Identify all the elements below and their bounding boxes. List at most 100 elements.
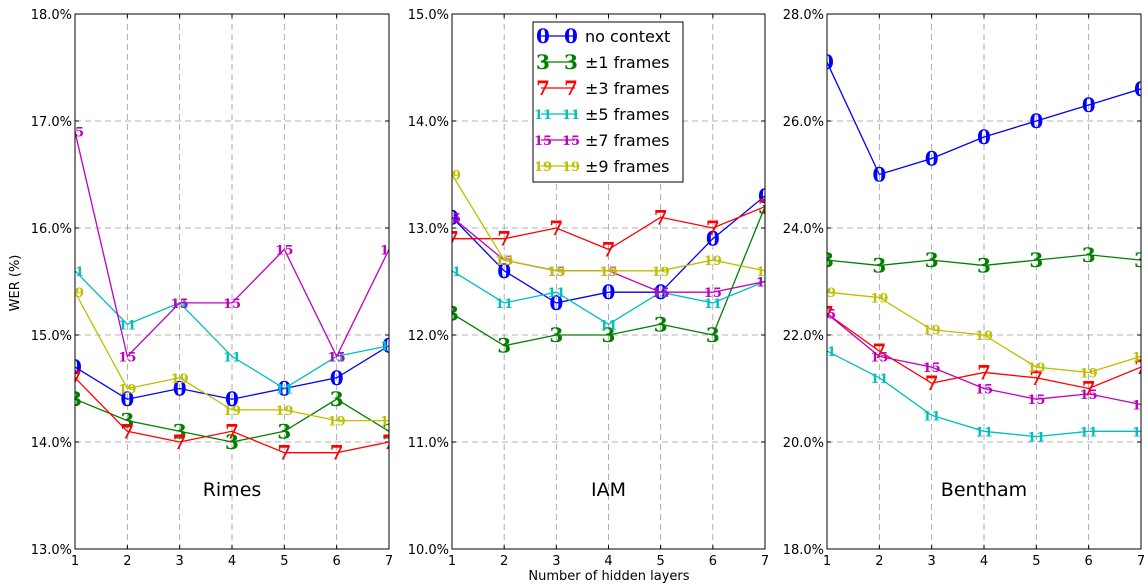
x-tick-label: 2 [123,554,131,569]
legend-label: ±9 frames [585,157,669,176]
data-point-marker: 7 [1134,355,1148,379]
data-point-marker: 19 [118,383,136,398]
panel-title: Rimes [203,479,262,501]
legend-marker: 0 [564,24,578,48]
legend-label: ±5 frames [585,105,669,124]
data-point-marker: 19 [66,286,84,301]
series-line-0 [75,345,389,400]
y-tick-label: 10.0% [408,543,449,558]
x-tick-label: 6 [709,554,717,569]
y-tick-label: 15.0% [408,8,449,23]
data-point-marker: 0 [872,163,886,187]
axes-frame [451,13,766,550]
data-point-marker: 0 [602,280,616,304]
y-axis-label: WER (%) [8,255,23,312]
data-point-marker: 15 [975,383,993,398]
data-point-marker: 11 [1027,431,1045,446]
data-point-marker: 3 [277,419,291,443]
series-line-3 [452,206,765,347]
data-point-marker: 15 [495,254,513,269]
data-point-marker: 11 [704,297,722,312]
data-point-marker: 0 [68,355,82,379]
data-point-marker: 15 [652,286,670,301]
data-point-marker: 3 [1134,248,1148,272]
legend: 0 0 no context 3 3 ±1 frames 7 7 ±3 frames 11 11 ±5… [532,21,684,183]
data-point-marker: 15 [1027,393,1045,408]
data-point-marker: 0 [445,205,459,229]
y-tick-label: 26.0% [783,115,824,130]
data-point-marker: 3 [120,409,134,433]
data-point-marker: 19 [652,265,670,280]
data-point-marker: 19 [599,265,617,280]
data-point-marker: 7 [120,419,134,443]
data-point-marker: 11 [495,297,513,312]
data-point-marker: 0 [330,366,344,390]
x-tick-label: 3 [176,554,184,569]
data-point-marker: 7 [654,205,668,229]
legend-marker: 19 [534,160,552,175]
legend-marker: 7 [564,76,578,100]
x-tick-label: 6 [333,554,341,569]
data-point-marker: 19 [275,404,293,419]
x-tick-label: 1 [823,554,831,569]
data-point-marker: 0 [382,334,396,358]
series-line-0 [452,195,765,304]
data-point-marker: 11 [599,318,617,333]
data-point-marker: 15 [118,350,136,365]
x-tick-label: 5 [1032,554,1040,569]
data-point-marker: 15 [1132,399,1148,414]
series-line-15 [75,131,389,358]
data-point-marker: 19 [704,254,722,269]
data-point-marker: 11 [1132,425,1148,440]
y-tick-label: 18.0% [783,543,824,558]
data-point-marker: 0 [820,50,834,74]
series-line-7 [452,205,765,251]
data-point-marker: 7 [1029,366,1043,390]
series-line-11 [827,350,1141,438]
data-point-marker: 0 [549,291,563,315]
legend-marker: 11 [562,108,580,123]
data-point-marker: 3 [977,253,991,277]
data-point-marker: 19 [975,329,993,344]
data-point-marker: 15 [599,265,617,280]
chart-panels: 13.0%14.0%15.0%16.0%17.0%18.0%1 2 3 4 5 6 700 0… [31,8,1148,569]
data-point-marker: 0 [758,184,772,208]
data-point-marker: 3 [382,419,396,443]
data-point-marker: 7 [382,430,396,454]
data-point-marker: 15 [704,286,722,301]
legend-marker: 15 [534,134,552,149]
y-tick-label: 12.0% [408,329,449,344]
data-point-marker: 19 [756,265,774,280]
data-point-marker: 15 [171,297,189,312]
data-point-marker: 0 [173,377,187,401]
x-tick-label: 2 [875,554,883,569]
data-point-marker: 7 [820,302,834,326]
data-point-marker: 19 [171,372,189,387]
legend-label: ±1 frames [585,53,669,72]
data-point-marker: 19 [547,265,565,280]
y-tick-label: 28.0% [783,8,824,23]
x-tick-label: 7 [761,554,769,569]
data-point-marker: 0 [977,125,991,149]
data-point-marker: 19 [328,415,346,430]
x-tick-label: 6 [1085,554,1093,569]
y-tick-label: 15.0% [31,329,72,344]
data-point-marker: 11 [547,286,565,301]
data-point-marker: 15 [1080,388,1098,403]
y-tick-label: 16.0% [31,222,72,237]
legend-marker: 7 [536,76,550,100]
data-point-marker: 3 [706,323,720,347]
data-point-marker: 19 [223,404,241,419]
data-point-marker: 11 [923,409,941,424]
data-point-marker: 3 [654,312,668,336]
series-line-0 [827,61,1141,176]
data-point-marker: 11 [66,265,84,280]
data-point-marker: 7 [68,366,82,390]
data-point-marker: 19 [1027,361,1045,376]
data-point-marker: 15 [756,276,774,291]
x-tick-label: 4 [604,554,612,569]
legend-label: no context [585,27,670,46]
data-point-marker: 0 [497,259,511,283]
y-tick-label: 13.0% [408,222,449,237]
